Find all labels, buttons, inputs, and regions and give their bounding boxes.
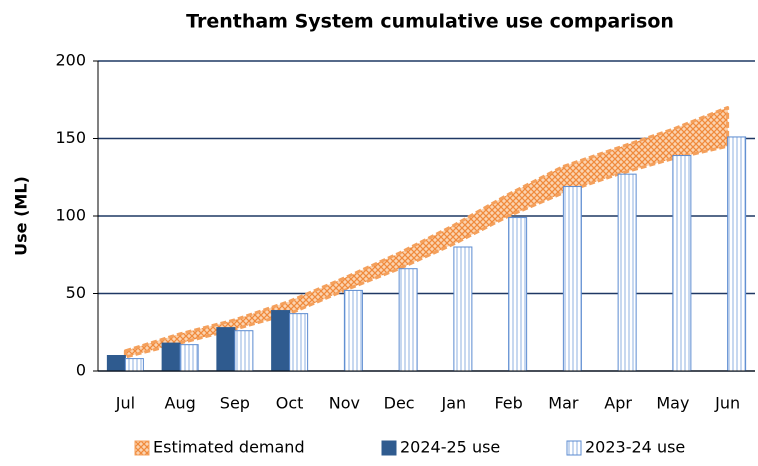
x-tick-label: Apr [604,394,632,413]
bar [234,330,254,372]
y-tick-label: 200 [55,51,86,70]
x-tick-label: Oct [276,394,304,413]
bar [343,289,363,372]
bar [562,186,582,372]
y-tick-label: 50 [66,283,86,302]
bar [271,310,291,372]
y-axis-label: Use (ML) [12,176,31,256]
bar [398,268,418,372]
legend-swatch [566,440,582,456]
y-tick-label: 100 [55,206,86,225]
bar [161,342,181,372]
y-tick-label: 0 [76,361,86,380]
x-tick-label: Jun [714,394,740,413]
chart-title: Trentham System cumulative use compariso… [186,11,674,33]
bar [124,358,144,372]
legend-label: Estimated demand [153,438,305,457]
x-tick-label: Dec [384,394,415,413]
x-tick-label: Jul [115,394,135,413]
bar [617,173,637,372]
bar [106,355,126,372]
legend-label: 2023-24 use [585,438,685,457]
x-tick-label: Aug [165,394,196,413]
x-tick-label: Mar [548,394,579,413]
y-tick-label: 150 [55,128,86,147]
bar [727,136,747,372]
bar [508,217,528,372]
x-tick-label: May [656,394,689,413]
x-tick-label: Jan [441,394,467,413]
demand-band [123,106,730,359]
bar [453,246,473,372]
x-tick-label: Nov [329,394,360,413]
bar [289,313,309,372]
legend-swatch [134,440,150,456]
x-tick-label: Feb [494,394,522,413]
bar [672,155,692,372]
bar [216,327,236,372]
legend-label: 2024-25 use [400,438,500,457]
legend-swatch [381,440,397,456]
bar [179,344,199,372]
x-tick-label: Sep [220,394,250,413]
